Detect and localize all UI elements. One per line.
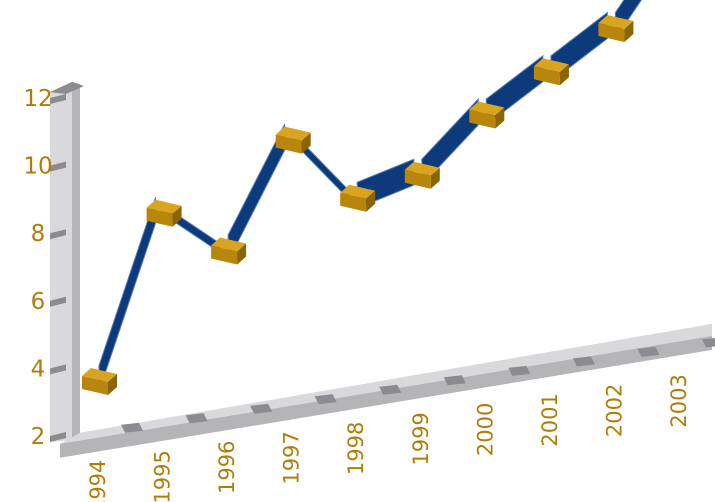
y-tick-mark xyxy=(50,432,66,442)
y-tick-mark xyxy=(50,161,66,172)
y-tick-mark xyxy=(50,94,66,104)
y-tick-label: 2 xyxy=(31,424,46,450)
x-tick-label: 1998 xyxy=(344,422,368,475)
y-tick-mark xyxy=(50,364,66,375)
marker-top xyxy=(340,184,376,199)
marker-side xyxy=(624,21,634,42)
marker-front xyxy=(404,169,431,189)
x-tick-mark xyxy=(379,384,402,395)
marker-front xyxy=(82,376,108,395)
ribbon-segment xyxy=(98,197,157,392)
x-tick-label: 2001 xyxy=(538,393,562,446)
x-tick-label: 1996 xyxy=(215,441,239,494)
marker-top xyxy=(598,15,634,29)
y-tick-label: 4 xyxy=(31,356,46,382)
x-tick-mark xyxy=(637,346,660,357)
x-tick-mark xyxy=(702,337,715,348)
marker-top xyxy=(211,237,247,252)
tick-labels: 2 4 6 8 10 12 1994 1995 1996 1997 1998 1999 2000 2001… xyxy=(23,86,691,502)
data-marker xyxy=(469,101,505,129)
data-marker xyxy=(533,58,569,86)
marker-front xyxy=(146,207,173,227)
marker-front xyxy=(469,109,496,129)
x-tick-mark xyxy=(314,394,337,405)
x-tick-mark xyxy=(250,403,273,414)
marker-front xyxy=(340,192,367,212)
y-tick-label: 10 xyxy=(23,154,52,180)
x-axis-front xyxy=(60,335,712,458)
data-marker xyxy=(211,237,247,265)
y-axis-face xyxy=(72,82,80,440)
marker-side xyxy=(108,374,117,395)
x-tick-mark xyxy=(185,413,208,424)
x-tick-mark xyxy=(443,375,466,386)
data-marker xyxy=(275,126,311,154)
x-tick-label: 1994 xyxy=(86,460,110,502)
x-axis-top xyxy=(60,323,712,444)
x-tick-label: 1997 xyxy=(280,431,304,484)
marker-top xyxy=(469,101,505,116)
x-tick-label: 2003 xyxy=(667,374,691,427)
marker-side xyxy=(366,190,376,212)
y-axis-cap xyxy=(50,82,84,94)
marker-side xyxy=(172,205,182,227)
y-tick-mark xyxy=(50,229,66,240)
y-tick-label: 6 xyxy=(31,289,46,315)
marker-front xyxy=(275,134,302,154)
marker-side xyxy=(430,167,440,189)
marker-top xyxy=(146,199,182,214)
x-tick-label: 2000 xyxy=(473,403,497,456)
data-marker xyxy=(340,184,376,212)
marker-side xyxy=(559,64,569,86)
marker-side xyxy=(301,132,311,154)
x-tick-mark xyxy=(508,365,531,376)
y-axis-side xyxy=(50,82,72,442)
data-marker xyxy=(146,199,182,227)
marker-top xyxy=(533,58,569,73)
marker-side xyxy=(237,243,247,265)
marker-side xyxy=(495,107,505,129)
axes xyxy=(50,82,715,458)
marker-top xyxy=(404,161,440,176)
series-ribbon xyxy=(98,0,642,392)
marker-front xyxy=(211,245,238,265)
y-tick-label: 8 xyxy=(31,221,46,247)
marker-top xyxy=(275,126,311,141)
data-markers xyxy=(82,15,634,395)
y-tick-label: 12 xyxy=(23,86,52,112)
marker-front xyxy=(533,66,560,86)
marker-top xyxy=(82,368,117,382)
x-tick-label: 1995 xyxy=(151,450,175,502)
marker-front xyxy=(598,23,625,42)
x-tick-label: 1999 xyxy=(409,412,433,465)
data-marker xyxy=(82,368,117,395)
x-tick-label: 2002 xyxy=(602,384,626,437)
x-tick-mark xyxy=(572,356,595,367)
data-marker xyxy=(404,161,440,189)
x-tick-mark xyxy=(121,422,143,433)
data-marker xyxy=(598,15,634,42)
y-tick-mark xyxy=(50,296,66,307)
